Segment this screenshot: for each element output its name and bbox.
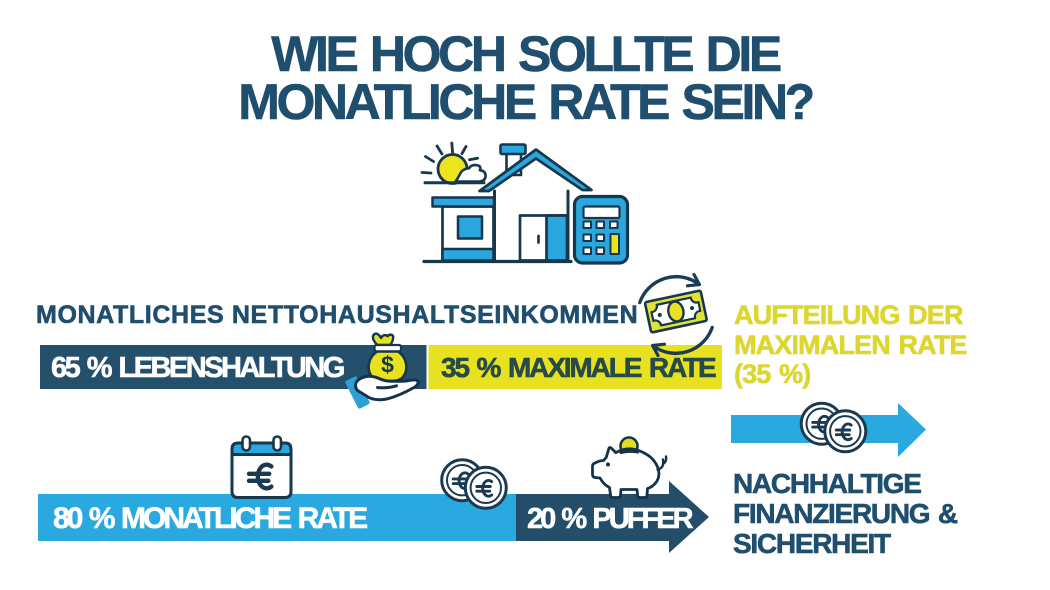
svg-text:$: $ (381, 352, 394, 378)
